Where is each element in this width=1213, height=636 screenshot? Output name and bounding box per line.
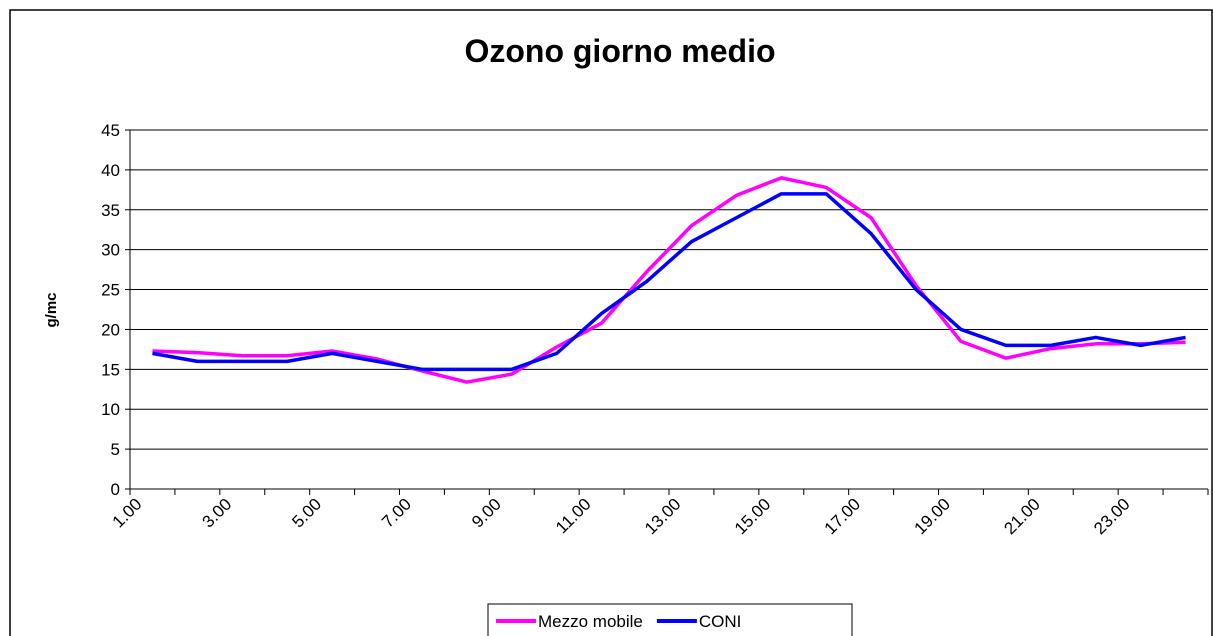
y-axis-label: g/mc — [43, 292, 60, 327]
chart-frame — [9, 9, 1213, 636]
y-tick-label: 10 — [101, 400, 120, 419]
y-tick-label: 30 — [101, 241, 120, 260]
series-line — [152, 192, 1186, 372]
y-tick-label: 5 — [111, 440, 120, 459]
y-tick-label: 45 — [101, 121, 120, 140]
series-line — [152, 176, 1186, 384]
legend-label: CONI — [699, 612, 742, 631]
y-tick-label: 15 — [101, 360, 120, 379]
chart-title: Ozono giorno medio — [464, 33, 775, 69]
y-tick-label: 40 — [101, 161, 120, 180]
y-tick-label: 35 — [101, 201, 120, 220]
y-tick-label: 0 — [111, 480, 120, 499]
y-tick-label: 25 — [101, 281, 120, 300]
y-tick-label: 20 — [101, 320, 120, 339]
legend-label: Mezzo mobile — [538, 612, 643, 631]
